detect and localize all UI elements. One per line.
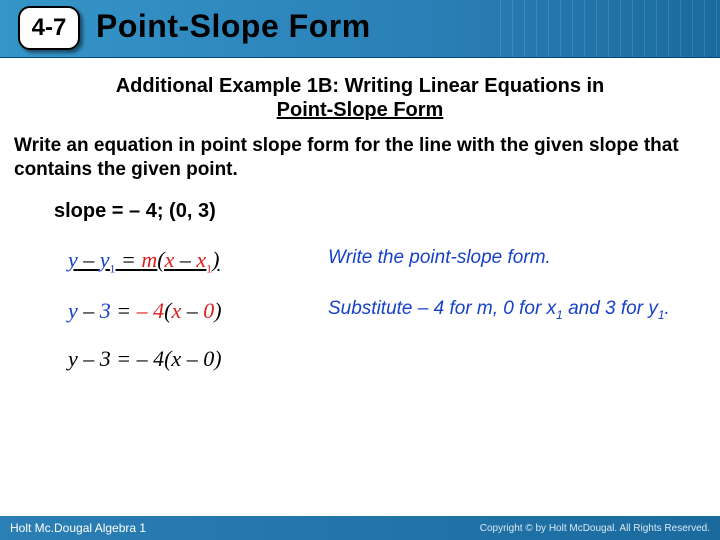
footer-left-text: Holt Mc.Dougal Algebra 1 — [10, 521, 146, 535]
slide-title: Point-Slope Form — [96, 8, 371, 45]
footer-right-text: Copyright © by Holt McDougal. All Rights… — [480, 523, 710, 534]
explanation: Write the point-slope form. — [328, 247, 706, 270]
equation: y – y1 = m(x – x1) — [68, 247, 328, 276]
section-number-badge: 4-7 — [18, 6, 80, 50]
instruction-text: Write an equation in point slope form fo… — [14, 134, 706, 182]
step-row: y – y1 = m(x – x1) Write the point-slope… — [68, 247, 706, 276]
equation: y – 3 = – 4(x – 0) — [68, 346, 328, 372]
step-row: y – 3 = – 4(x – 0) — [68, 346, 706, 372]
steps-container: y – y1 = m(x – x1) Write the point-slope… — [68, 247, 706, 372]
example-heading: Additional Example 1B: Writing Linear Eq… — [14, 74, 706, 122]
slide-content: Additional Example 1B: Writing Linear Eq… — [0, 58, 720, 372]
step-row: y – 3 = – 4(x – 0) Substitute – 4 for m,… — [68, 298, 706, 324]
slide-footer: Holt Mc.Dougal Algebra 1 Copyright © by … — [0, 516, 720, 540]
explanation: Substitute – 4 for m, 0 for x1 and 3 for… — [328, 298, 706, 322]
example-heading-line1: Additional Example 1B: Writing Linear Eq… — [116, 75, 605, 97]
given-values: slope = – 4; (0, 3) — [54, 200, 706, 223]
slide-header: 4-7 Point-Slope Form — [0, 0, 720, 58]
example-heading-line2: Point-Slope Form — [277, 99, 444, 121]
equation: y – 3 = – 4(x – 0) — [68, 298, 328, 324]
